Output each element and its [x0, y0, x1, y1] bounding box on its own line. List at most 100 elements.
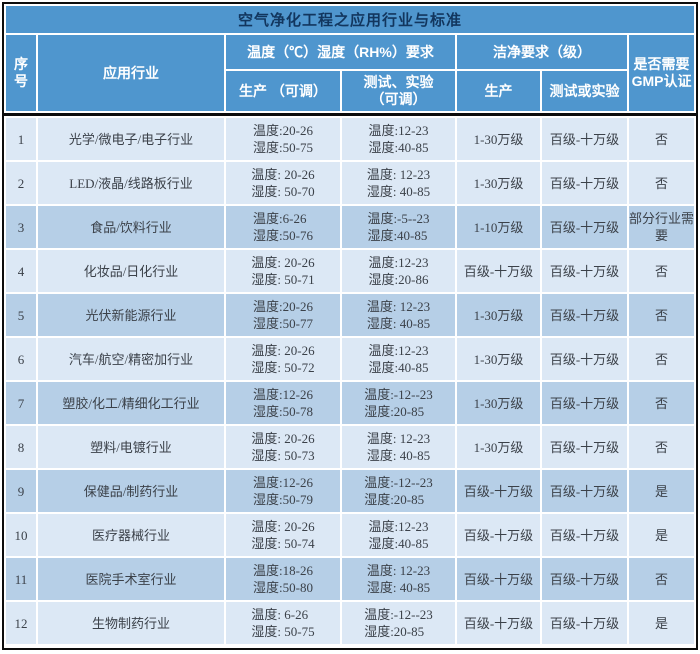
table-title: 空气净化工程之应用行业与标准 — [6, 6, 695, 33]
temp-prod-cell: 温度: 20-26 湿度: 50-72 — [226, 338, 340, 380]
gmp-cell: 否 — [629, 162, 694, 204]
temp-test-cell: 温度:-5--23 湿度:40-85 — [342, 206, 455, 248]
temp-humidity-values: 温度: 12-23 湿度: 40-85 — [366, 563, 431, 595]
row-no-cell: 1 — [6, 118, 36, 160]
col-header-gmp: 是否需要 GMP认证 — [629, 35, 695, 111]
row-no-cell: 4 — [6, 250, 36, 292]
col-header-clean-test: 测试或实验 — [542, 71, 627, 111]
header-body-divider — [4, 113, 696, 116]
temp-prod-cell: 温度: 20-26 湿度: 50-71 — [226, 250, 340, 292]
table-row: 4 化妆品/日化行业 温度: 20-26 湿度: 50-71 温度:12-23 湿度:… — [6, 250, 694, 292]
clean-test-cell: 百级-十万级 — [542, 426, 627, 468]
gmp-cell: 是 — [629, 602, 694, 644]
clean-test-cell: 百级-十万级 — [542, 250, 627, 292]
clean-prod-cell: 1-10万级 — [457, 206, 540, 248]
temp-humidity-values: 温度:12-26 湿度:50-79 — [253, 475, 313, 507]
temp-prod-cell: 温度: 20-26 湿度: 50-70 — [226, 162, 340, 204]
table-row: 3 食品/饮料行业 温度:6-26 湿度:50-76 温度:-5--23 湿度:40-… — [6, 206, 694, 248]
temp-prod-cell: 温度:20-26 湿度:50-75 — [226, 118, 340, 160]
row-no-cell: 2 — [6, 162, 36, 204]
clean-test-cell: 百级-十万级 — [542, 382, 627, 424]
temp-prod-cell: 温度: 20-26 湿度: 50-73 — [226, 426, 340, 468]
industry-cell: 化妆品/日化行业 — [38, 250, 224, 292]
table-row: 7 塑胶/化工/精细化工行业 温度:12-26 湿度:50-78 温度:-12--23… — [6, 382, 694, 424]
table-row: 10 医疗器械行业 温度: 20-26 湿度: 50-74 温度:12-23 湿度:4… — [6, 514, 694, 556]
temp-humidity-values: 温度:12-23 湿度:20-86 — [368, 255, 429, 287]
temp-humidity-values: 温度: 12-23 湿度: 40-85 — [366, 299, 431, 331]
clean-test-cell: 百级-十万级 — [542, 206, 627, 248]
temp-humidity-values: 温度:12-23 湿度:40-85 — [368, 123, 429, 155]
temp-test-cell: 温度:-12--23 湿度:20-85 — [342, 382, 455, 424]
temp-humidity-values: 温度:-12--23 湿度:20-85 — [364, 387, 433, 419]
gmp-cell: 否 — [629, 338, 694, 380]
clean-prod-cell: 1-30万级 — [457, 294, 540, 336]
row-no-cell: 7 — [6, 382, 36, 424]
row-no-cell: 12 — [6, 602, 36, 644]
row-no-cell: 6 — [6, 338, 36, 380]
clean-test-cell: 百级-十万级 — [542, 118, 627, 160]
clean-test-cell: 百级-十万级 — [542, 162, 627, 204]
industry-cell: 生物制药行业 — [38, 602, 224, 644]
table-row: 2 LED/液晶/线路板行业 温度: 20-26 湿度: 50-70 温度: 12-2… — [6, 162, 694, 204]
temp-humidity-values: 温度:-12--23 湿度:20-85 — [364, 607, 433, 639]
clean-test-cell: 百级-十万级 — [542, 294, 627, 336]
temp-prod-cell: 温度:18-26 湿度:50-80 — [226, 558, 340, 600]
table-row: 6 汽车/航空/精密加行业 温度: 20-26 湿度: 50-72 温度:12-23 … — [6, 338, 694, 380]
temp-humidity-values: 温度: 20-26 湿度: 50-70 — [251, 167, 315, 199]
clean-prod-cell: 百级-十万级 — [457, 514, 540, 556]
table-row: 11 医院手术室行业 温度:18-26 湿度:50-80 温度: 12-23 湿度: … — [6, 558, 694, 600]
col-header-industry: 应用行业 — [38, 35, 224, 111]
temp-humidity-values: 温度: 12-23 湿度: 40-85 — [366, 167, 431, 199]
row-no-cell: 5 — [6, 294, 36, 336]
clean-test-cell: 百级-十万级 — [542, 470, 627, 512]
gmp-cell: 是 — [629, 470, 694, 512]
temp-test-cell: 温度: 12-23 湿度: 40-85 — [342, 162, 455, 204]
table-row: 1 光学/微电子/电子行业 温度:20-26 湿度:50-75 温度:12-23 湿度… — [6, 118, 694, 160]
temp-humidity-values: 温度: 12-23 湿度: 40-85 — [366, 431, 431, 463]
temp-humidity-values: 温度: 20-26 湿度: 50-74 — [251, 519, 315, 551]
temp-humidity-values: 温度: 6-26 湿度: 50-75 — [251, 607, 315, 639]
table-row: 8 塑料/电镀行业 温度: 20-26 湿度: 50-73 温度: 12-23 湿度:… — [6, 426, 694, 468]
clean-prod-cell: 百级-十万级 — [457, 602, 540, 644]
temp-test-cell: 温度:12-23 湿度:40-85 — [342, 118, 455, 160]
temp-test-cell: 温度:-12--23 湿度:20-85 — [342, 602, 455, 644]
clean-prod-cell: 1-30万级 — [457, 162, 540, 204]
table-header: 空气净化工程之应用行业与标准 序 号 应用行业 温度（℃）湿度（RH%）要求 洁… — [4, 4, 696, 113]
gmp-cell: 部分行业需要 — [629, 206, 694, 248]
temp-humidity-values: 温度:18-26 湿度:50-80 — [253, 563, 313, 595]
table-row: 5 光伏新能源行业 温度:20-26 湿度:50-77 温度: 12-23 湿度: 4… — [6, 294, 694, 336]
table-row: 12 生物制药行业 温度: 6-26 湿度: 50-75 温度:-12--23 湿度:… — [6, 602, 694, 644]
col-header-temp-test: 测试、实验 （可调） — [342, 71, 455, 111]
gmp-cell: 否 — [629, 558, 694, 600]
industry-cell: 光学/微电子/电子行业 — [38, 118, 224, 160]
temp-humidity-values: 温度:6-26 湿度:50-76 — [253, 211, 313, 243]
clean-prod-cell: 百级-十万级 — [457, 470, 540, 512]
temp-test-cell: 温度:12-23 湿度:40-85 — [342, 338, 455, 380]
industry-cell: LED/液晶/线路板行业 — [38, 162, 224, 204]
temp-prod-cell: 温度:12-26 湿度:50-79 — [226, 470, 340, 512]
clean-prod-cell: 1-30万级 — [457, 426, 540, 468]
clean-prod-cell: 百级-十万级 — [457, 250, 540, 292]
row-no-cell: 9 — [6, 470, 36, 512]
temp-test-cell: 温度: 12-23 湿度: 40-85 — [342, 294, 455, 336]
temp-test-cell: 温度:-12--23 湿度:20-85 — [342, 470, 455, 512]
table-row: 9 保健品/制药行业 温度:12-26 湿度:50-79 温度:-12--23 湿度:… — [6, 470, 694, 512]
temp-humidity-values: 温度:-12--23 湿度:20-85 — [364, 475, 433, 507]
clean-prod-cell: 百级-十万级 — [457, 558, 540, 600]
col-header-no: 序 号 — [6, 35, 36, 111]
col-header-clean-prod: 生产 — [457, 71, 540, 111]
temp-humidity-values: 温度:20-26 湿度:50-77 — [253, 299, 313, 331]
col-header-clean-group: 洁净要求（级） — [457, 35, 627, 69]
gmp-cell: 否 — [629, 250, 694, 292]
temp-prod-cell: 温度: 20-26 湿度: 50-74 — [226, 514, 340, 556]
col-header-temp-prod: 生产 （可调） — [226, 71, 340, 111]
temp-prod-cell: 温度:12-26 湿度:50-78 — [226, 382, 340, 424]
clean-test-cell: 百级-十万级 — [542, 602, 627, 644]
clean-test-cell: 百级-十万级 — [542, 514, 627, 556]
row-no-cell: 10 — [6, 514, 36, 556]
row-no-cell: 8 — [6, 426, 36, 468]
temp-prod-cell: 温度:20-26 湿度:50-77 — [226, 294, 340, 336]
temp-humidity-values: 温度:12-26 湿度:50-78 — [253, 387, 313, 419]
industry-cell: 医疗器械行业 — [38, 514, 224, 556]
